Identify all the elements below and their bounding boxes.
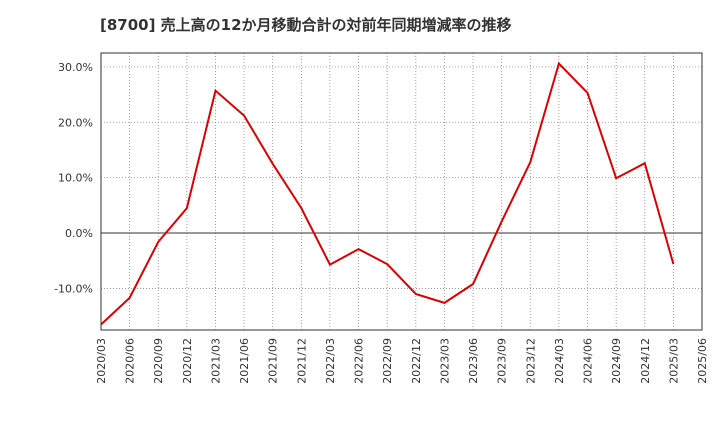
x-tick-label: 2021/09: [267, 338, 280, 384]
x-tick-label: 2023/12: [524, 338, 537, 384]
y-tick-label: -10.0%: [54, 282, 93, 295]
y-tick-label: 10.0%: [58, 172, 93, 185]
x-tick-label: 2020/12: [181, 338, 194, 384]
y-tick-label: 20.0%: [58, 116, 93, 129]
x-tick-label: 2023/09: [496, 338, 509, 384]
x-tick-label: 2021/03: [209, 338, 222, 384]
plot-frame: [100, 52, 703, 331]
chart-title: [8700] 売上高の12か月移動合計の対前年同期増減率の推移: [100, 16, 512, 34]
x-tick-label: 2022/03: [324, 338, 337, 384]
x-tick-label: 2022/09: [381, 338, 394, 384]
x-tick-label: 2020/09: [152, 338, 165, 384]
x-tick-label: 2024/06: [582, 338, 595, 384]
x-tick-label: 2021/06: [238, 338, 251, 384]
x-tick-label: 2024/09: [610, 338, 623, 384]
x-tick-label: 2024/03: [553, 338, 566, 384]
x-tick-label: 2020/03: [95, 338, 108, 384]
grid: [101, 53, 702, 330]
series: [100, 61, 675, 326]
y-tick-label: 30.0%: [58, 61, 93, 74]
x-tick-label: 2021/12: [295, 338, 308, 384]
x-tick-label: 2022/06: [353, 338, 366, 384]
x-tick-label: 2024/12: [639, 338, 652, 384]
x-tick-label: 2023/03: [438, 338, 451, 384]
x-tick-label: 2023/06: [467, 338, 480, 384]
x-tick-label: 2020/06: [124, 338, 137, 384]
y-tick-label: 0.0%: [65, 227, 93, 240]
x-tick-label: 2022/12: [410, 338, 423, 384]
tick-labels: 30.0% 20.0% 10.0% 0.0% -10.0% 2020/03 2020/06 2…: [54, 61, 709, 384]
x-tick-label: 2025/03: [667, 338, 680, 384]
axes: [100, 52, 703, 331]
series-line: [100, 61, 675, 326]
x-tick-label: 2025/06: [696, 338, 709, 384]
